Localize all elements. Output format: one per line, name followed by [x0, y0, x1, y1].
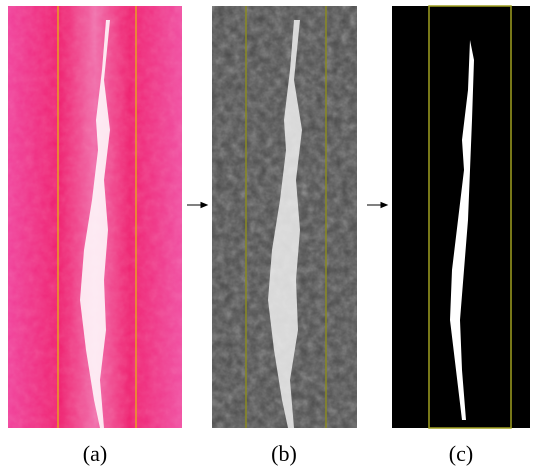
arrow-head: [381, 203, 387, 208]
arrow-head: [201, 203, 207, 208]
panel-label: (c): [449, 441, 473, 466]
panel-c: [392, 6, 530, 428]
panel-a: [8, 6, 182, 428]
panel-b: [212, 6, 357, 428]
panel-label: (a): [83, 441, 107, 466]
figure: (a) (b) (c): [0, 0, 548, 468]
panel-label: (b): [271, 441, 297, 466]
